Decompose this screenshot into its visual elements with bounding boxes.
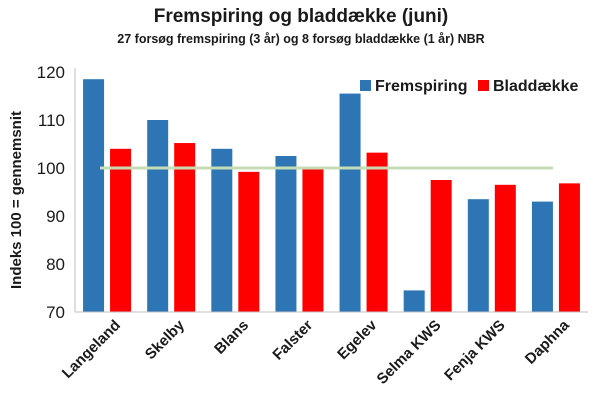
y-tick-label: 90 (46, 207, 65, 226)
bar-bladdække-daphna (558, 183, 580, 312)
x-tick-label: Fenja KWS (441, 317, 508, 384)
chart-subtitle: 27 forsøg fremspiring (3 år) og 8 forsøg… (117, 32, 485, 46)
y-tick-label: 80 (46, 255, 65, 274)
x-tick-label: Egelev (334, 316, 381, 363)
bar-fremspiring-fenja-kws (467, 199, 489, 312)
x-tick-label: Blans (211, 317, 252, 358)
bar-bladdække-langeland (110, 148, 132, 312)
legend-swatch-fremspiring (360, 80, 371, 91)
bar-fremspiring-blans (211, 148, 233, 312)
bar-fremspiring-langeland (83, 79, 105, 312)
bar-bladdække-blans (238, 171, 260, 312)
x-tick-label: Daphna (522, 316, 573, 367)
y-tick-label: 100 (37, 159, 65, 178)
bar-fremspiring-daphna (531, 201, 553, 312)
legend-swatch-bladdække (478, 80, 489, 91)
bar-bladdække-skelby (174, 143, 196, 312)
y-tick-label: 70 (46, 303, 65, 322)
bar-bladdække-selma-kws (430, 180, 452, 312)
bar-fremspiring-falster (275, 156, 297, 312)
y-axis-title: Indeks 100 = gennemsnit (8, 111, 25, 289)
legend-label-fremspiring: Fremspiring (375, 78, 467, 95)
x-tick-label: Skelby (142, 316, 189, 363)
bar-fremspiring-egelev (339, 93, 361, 312)
x-tick-label: Falster (269, 317, 316, 364)
x-tick-label: Langeland (59, 317, 124, 382)
bar-fremspiring-selma-kws (403, 290, 425, 312)
legend-label-bladdække: Bladdække (493, 78, 578, 95)
y-tick-label: 110 (38, 111, 65, 130)
chart-title: Fremspiring og bladdække (juni) (153, 6, 449, 27)
y-tick-label: 120 (37, 63, 65, 82)
bar-fremspiring-skelby (147, 120, 169, 312)
bar-bladdække-egelev (366, 152, 388, 312)
bar-bladdække-fenja-kws (494, 184, 516, 312)
bar-bladdække-falster (302, 166, 324, 312)
x-tick-label: Selma KWS (374, 317, 445, 388)
